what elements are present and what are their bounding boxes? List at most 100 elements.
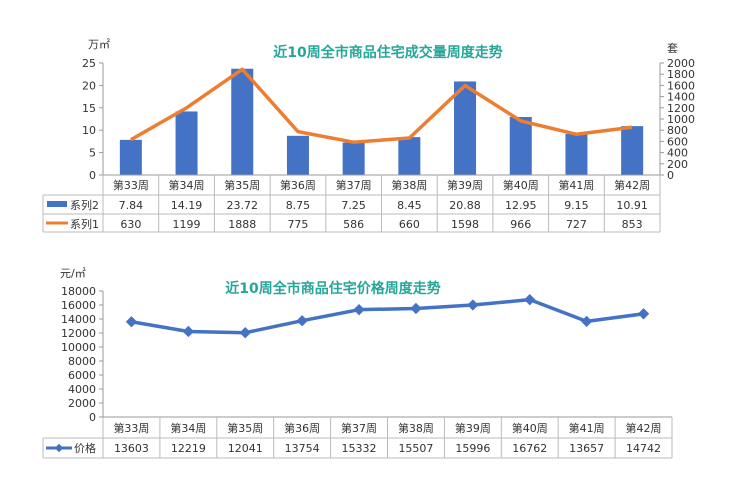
category-label: 第35周: [227, 421, 263, 435]
y-tick-label: 8000: [68, 355, 96, 368]
right-tick-label: 800: [667, 124, 688, 137]
chart-title: 近10周全市商品住宅成交量周度走势: [273, 44, 502, 61]
bar: [454, 81, 477, 175]
data-label: 7.84: [119, 199, 144, 212]
price-marker: [410, 302, 422, 315]
data-label: 13657: [569, 442, 604, 455]
price-marker: [637, 308, 650, 320]
right-tick-label: 1600: [667, 79, 695, 92]
category-label: 第41周: [558, 178, 594, 192]
right-tick-label: 1000: [667, 113, 695, 126]
right-axis-label: 套: [667, 42, 678, 55]
bar: [509, 116, 532, 175]
bar: [175, 111, 198, 175]
category-label: 第34周: [169, 178, 205, 192]
data-label: 775: [287, 218, 308, 231]
data-label: 12041: [228, 442, 263, 455]
category-label: 第39周: [447, 178, 483, 192]
category-label: 第35周: [224, 178, 260, 192]
right-tick-label: 2000: [667, 57, 695, 70]
data-label: 1888: [228, 218, 256, 231]
y-tick-label: 18000: [61, 285, 96, 298]
category-label: 第40周: [503, 178, 539, 192]
category-label: 第34周: [170, 421, 206, 435]
data-label: 7.25: [341, 199, 366, 212]
data-label: 14.19: [171, 199, 203, 212]
left-tick-label: 15: [82, 102, 96, 115]
category-label: 第36周: [284, 421, 320, 435]
y-tick-label: 14000: [61, 313, 96, 326]
data-label: 20.88: [449, 199, 481, 212]
category-label: 第37周: [341, 421, 377, 435]
legend-label: 系列1: [70, 217, 99, 231]
price-marker: [524, 294, 536, 306]
bar: [231, 68, 254, 175]
category-label: 第42周: [626, 421, 662, 435]
data-label: 9.15: [564, 199, 589, 212]
legend-label: 系列2: [70, 198, 99, 212]
y-axis-label: 元/㎡: [60, 267, 86, 280]
left-tick-label: 0: [89, 169, 96, 182]
category-label: 第36周: [280, 178, 316, 192]
category-label: 第39周: [455, 421, 491, 435]
data-label: 1199: [173, 218, 201, 231]
legend-label: 价格: [74, 441, 96, 455]
chart-title: 近10周全市商品住宅价格周度走势: [225, 280, 440, 297]
data-label: 1598: [451, 218, 479, 231]
data-label: 12219: [171, 442, 206, 455]
price-marker: [239, 327, 251, 339]
data-label: 15332: [342, 442, 377, 455]
y-tick-label: 10000: [61, 341, 96, 354]
category-label: 第38周: [391, 178, 427, 192]
category-label: 第38周: [398, 421, 434, 435]
price-marker: [182, 325, 195, 338]
data-label: 966: [510, 218, 531, 231]
legend-key-marker: [54, 443, 64, 453]
legend-key-bar: [47, 201, 67, 207]
y-tick-label: 16000: [61, 299, 96, 312]
right-tick-label: 1200: [667, 102, 695, 115]
price-marker: [125, 316, 138, 328]
price-marker: [580, 315, 593, 328]
data-label: 12.95: [505, 199, 537, 212]
data-label: 15507: [398, 442, 433, 455]
bar: [621, 126, 644, 175]
right-tick-label: 1800: [667, 68, 695, 81]
category-label: 第41周: [569, 421, 605, 435]
left-axis-label: 万㎡: [88, 38, 110, 51]
bar: [398, 137, 421, 175]
y-tick-label: 4000: [68, 383, 96, 396]
category-label: 第42周: [614, 178, 650, 192]
data-label: 630: [120, 218, 141, 231]
category-label: 第33周: [113, 178, 149, 192]
line-series-1: [129, 67, 633, 144]
data-label: 853: [622, 218, 643, 231]
data-label: 16762: [512, 442, 547, 455]
left-tick-label: 25: [82, 57, 96, 70]
price-marker: [467, 299, 479, 311]
data-label: 15996: [455, 442, 490, 455]
data-label: 14742: [626, 442, 661, 455]
data-label: 8.45: [397, 199, 422, 212]
y-tick-label: 12000: [61, 327, 96, 340]
left-tick-label: 10: [82, 124, 96, 137]
category-label: 第40周: [512, 421, 548, 435]
price-line: [131, 297, 644, 335]
category-label: 第37周: [336, 178, 372, 192]
data-label: 23.72: [227, 199, 259, 212]
data-label: 727: [566, 218, 587, 231]
data-label: 586: [343, 218, 364, 231]
bar: [342, 142, 365, 175]
y-tick-label: 0: [89, 411, 96, 424]
price-marker: [353, 304, 365, 316]
price-marker: [296, 315, 308, 327]
data-label: 660: [399, 218, 420, 231]
bar: [286, 135, 309, 175]
data-label: 13603: [114, 442, 149, 455]
data-label: 13754: [285, 442, 320, 455]
y-tick-label: 2000: [68, 397, 96, 410]
bar: [119, 139, 142, 175]
right-tick-label: 400: [667, 147, 688, 160]
left-tick-label: 5: [89, 147, 96, 160]
